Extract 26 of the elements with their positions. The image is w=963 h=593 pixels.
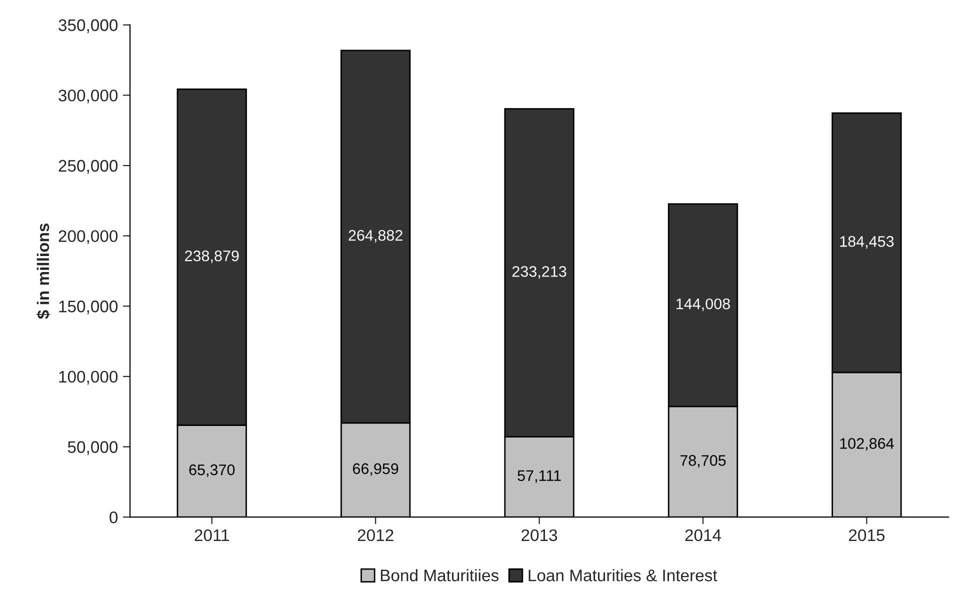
x-tick-label: 2014 [685, 529, 722, 542]
y-tick-label: 0 [110, 511, 118, 524]
data-label: 65,370 [189, 464, 235, 478]
y-tick-label: 350,000 [58, 19, 118, 34]
data-label: 144,008 [676, 298, 730, 312]
data-label: 57,111 [518, 470, 561, 483]
x-tick-label: 2011 [194, 529, 229, 542]
y-tick-label: 250,000 [58, 160, 118, 174]
y-tick-label: 300,000 [58, 90, 118, 104]
legend-label: Loan Maturities & Interest [528, 569, 718, 582]
data-label: 184,453 [840, 236, 894, 249]
x-tick-label: 2015 [849, 529, 885, 542]
x-tick-label: 2013 [522, 529, 558, 542]
data-label: 66,959 [352, 463, 398, 476]
y-tick-label: 100,000 [59, 370, 118, 385]
data-label: 238,879 [185, 250, 239, 264]
data-label: 102,864 [840, 438, 894, 451]
y-tick-label: 50,000 [68, 441, 118, 455]
data-label: 78,705 [680, 455, 726, 468]
y-axis-title: $ in millions [36, 224, 50, 319]
y-tick-label: 150,000 [59, 300, 118, 314]
data-label: 233,213 [512, 266, 566, 279]
x-tick-label: 2012 [358, 529, 394, 542]
data-label: 264,882 [348, 230, 402, 243]
legend-label: Bond Maturitiies [380, 569, 498, 582]
y-tick-label: 200,000 [58, 230, 118, 244]
